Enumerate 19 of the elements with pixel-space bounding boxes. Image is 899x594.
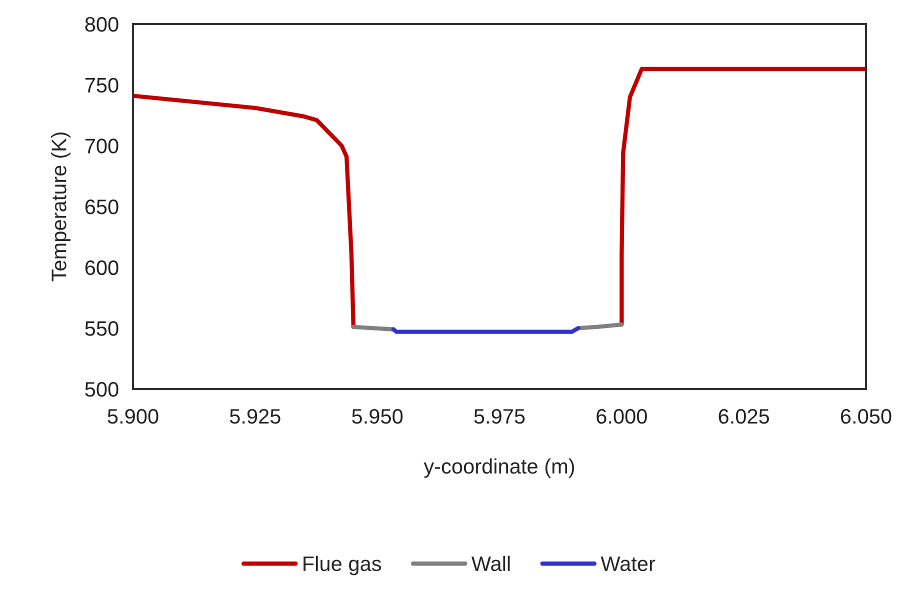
y-tick-label: 550 [85,321,118,336]
y-axis-title: Temperature (K) [51,132,70,282]
x-tick-label: 5.900 [108,408,158,424]
y-tick-label: 750 [85,78,118,93]
legend-label: Flue gas [304,556,382,576]
x-tick-label: 6.000 [596,408,647,424]
y-tick-label: 500 [85,382,118,397]
x-tick-label: 5.925 [230,408,280,424]
x-axis-title: y-coordinate (m) [424,458,574,478]
y-tick-label: 800 [85,17,118,32]
x-tick-label: 5.950 [352,408,403,424]
y-tick-label: 700 [85,138,118,154]
y-tick-label: 650 [85,200,118,214]
legend-label: Wall [471,556,510,572]
x-tick-label: 5.975 [474,408,525,424]
legend-label: Water [600,556,656,572]
y-tick-label: 600 [85,260,118,276]
x-tick-label: 6.025 [718,408,770,424]
x-tick-label: 6.050 [840,408,892,424]
